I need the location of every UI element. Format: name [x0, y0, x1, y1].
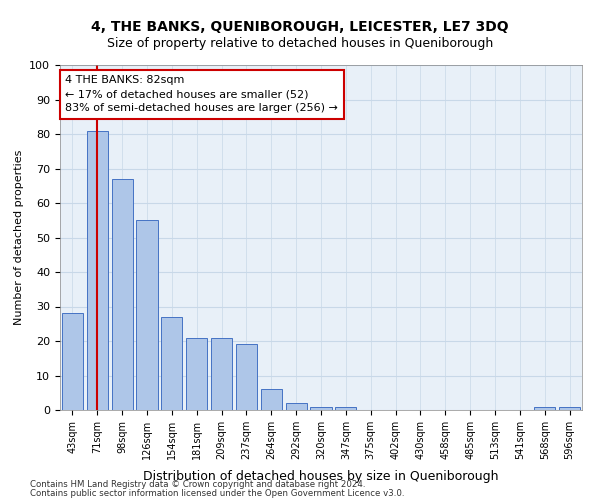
Bar — [559, 406, 580, 410]
Bar — [186, 338, 207, 410]
Bar — [236, 344, 257, 410]
X-axis label: Distribution of detached houses by size in Queniborough: Distribution of detached houses by size … — [143, 470, 499, 483]
Text: Size of property relative to detached houses in Queniborough: Size of property relative to detached ho… — [107, 38, 493, 51]
Text: Contains public sector information licensed under the Open Government Licence v3: Contains public sector information licen… — [30, 488, 404, 498]
Text: Contains HM Land Registry data © Crown copyright and database right 2024.: Contains HM Land Registry data © Crown c… — [30, 480, 365, 489]
Bar — [161, 317, 182, 410]
Bar — [310, 406, 332, 410]
Bar — [62, 314, 83, 410]
Text: 4, THE BANKS, QUENIBOROUGH, LEICESTER, LE7 3DQ: 4, THE BANKS, QUENIBOROUGH, LEICESTER, L… — [91, 20, 509, 34]
Bar — [87, 130, 108, 410]
Bar — [286, 403, 307, 410]
Bar — [136, 220, 158, 410]
Bar — [261, 390, 282, 410]
Bar — [534, 406, 555, 410]
Y-axis label: Number of detached properties: Number of detached properties — [14, 150, 24, 325]
Bar — [335, 406, 356, 410]
Bar — [211, 338, 232, 410]
Bar — [112, 179, 133, 410]
Text: 4 THE BANKS: 82sqm
← 17% of detached houses are smaller (52)
83% of semi-detache: 4 THE BANKS: 82sqm ← 17% of detached hou… — [65, 76, 338, 114]
